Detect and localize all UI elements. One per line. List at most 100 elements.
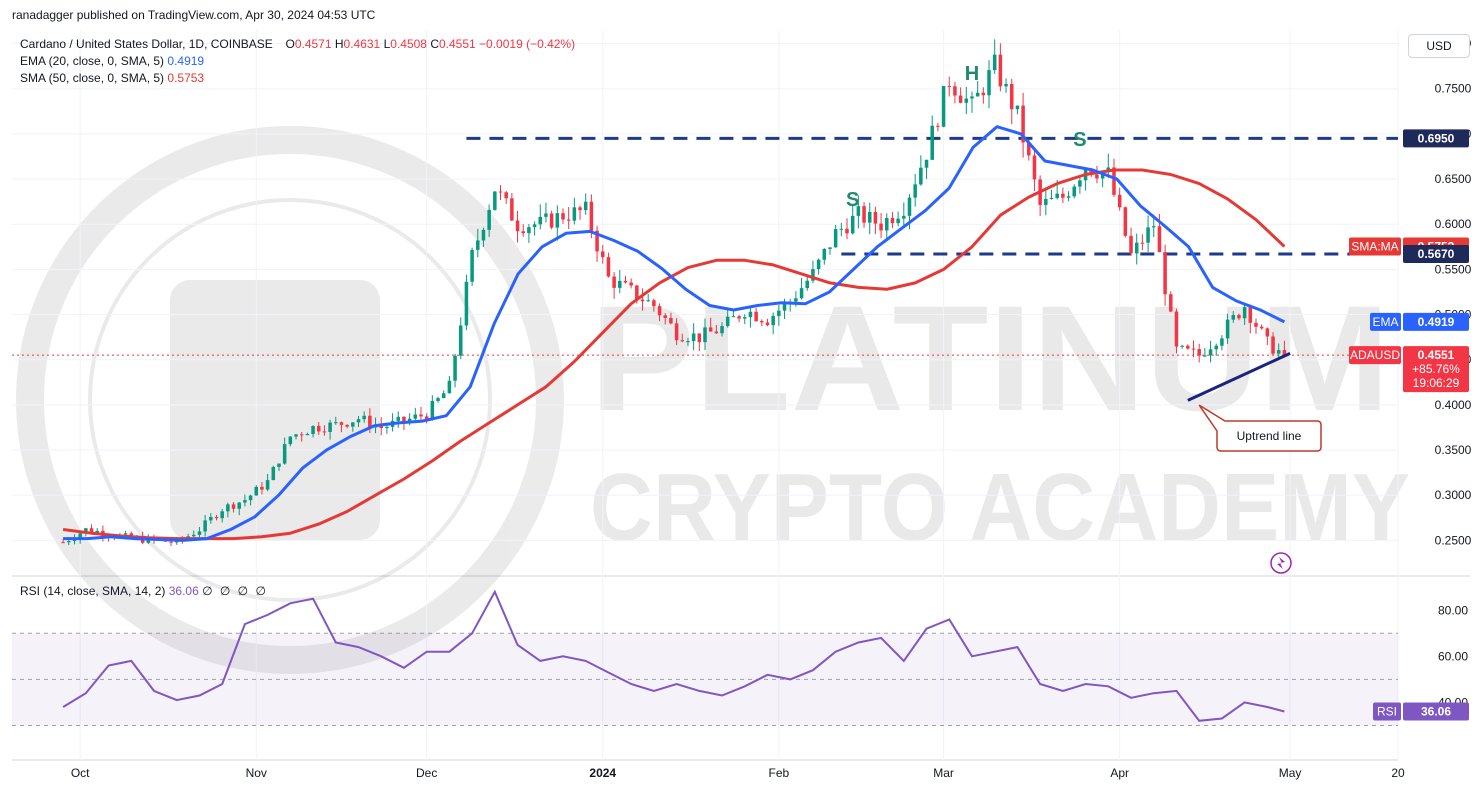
candles	[61, 39, 1287, 546]
moving-averages	[62, 125, 1286, 542]
candle-body	[61, 542, 65, 544]
candle-body	[1231, 314, 1236, 320]
candle-body	[635, 285, 639, 300]
candle-body	[674, 323, 679, 341]
candle-body	[600, 251, 605, 258]
candle-body	[368, 415, 372, 428]
time-tick: Nov	[246, 766, 267, 780]
candle-body	[1129, 235, 1133, 254]
ema-legend-value: 0.4919	[167, 54, 205, 68]
candle-body	[1055, 193, 1059, 198]
candle-body	[885, 217, 889, 231]
candle-body	[419, 414, 423, 417]
candle-body	[288, 436, 293, 445]
candle-body	[845, 228, 849, 234]
close-label: C	[430, 37, 439, 51]
candle-body	[930, 125, 934, 160]
candle-body	[220, 511, 224, 519]
candle-body	[566, 219, 571, 221]
candle-body	[67, 541, 71, 543]
candle-body	[379, 425, 383, 428]
last-price-value: 0.4551	[1418, 348, 1455, 362]
level-mid-tag[interactable]: 0.5670	[1403, 245, 1469, 264]
candle-body	[663, 315, 667, 318]
candle-body	[612, 276, 616, 288]
ema-tag-value: 0.4919	[1418, 315, 1455, 329]
candle-body	[322, 431, 327, 433]
candle-body	[453, 355, 457, 381]
candle-body	[890, 217, 895, 224]
candle-body	[305, 434, 310, 436]
watermark-line1: PLATINUM	[590, 274, 1390, 442]
bar-countdown: 19:06:29	[1413, 376, 1460, 390]
candle-body	[328, 422, 332, 432]
candle-body	[680, 340, 685, 342]
level-high-tag[interactable]: 0.6950	[1403, 129, 1469, 148]
candle-body	[629, 282, 633, 286]
candle-body	[339, 422, 344, 425]
candle-body	[691, 333, 696, 342]
candle-body	[203, 520, 207, 532]
time-tick: Dec	[416, 766, 437, 780]
candle-body	[549, 213, 554, 228]
candle-body	[351, 422, 355, 427]
candle-body	[583, 201, 588, 211]
rsi-tag-label: RSI	[1377, 704, 1397, 718]
rsi-legend-value: 36.06	[168, 584, 199, 598]
candle-body	[697, 333, 702, 343]
candle-body	[84, 528, 88, 534]
candle-body	[311, 425, 315, 435]
candle-body	[1021, 105, 1025, 143]
candle-body	[1265, 328, 1270, 337]
candle-body	[924, 159, 929, 168]
rsi-tick: 80.00	[1438, 603, 1468, 617]
candle-body	[947, 86, 952, 88]
candle-body	[1123, 207, 1128, 236]
candle-body	[1163, 252, 1167, 295]
level-mid-tag-value: 0.5670	[1418, 247, 1455, 261]
candle-body	[964, 98, 969, 103]
candle-body	[975, 92, 980, 97]
candle-body	[992, 54, 997, 71]
candle-body	[816, 259, 821, 270]
rsi-legend-label[interactable]: RSI (14, close, SMA, 14, 2)	[20, 584, 166, 598]
candle-body	[799, 288, 804, 299]
candle-body	[254, 486, 259, 496]
price-tick: 0.3000	[1435, 488, 1472, 502]
time-tick: May	[1279, 766, 1302, 780]
sma-legend-label[interactable]: SMA (50, close, 0, SMA, 5)	[20, 71, 165, 85]
currency-button[interactable]: USD	[1408, 34, 1470, 58]
candle-body	[243, 500, 247, 503]
candle-body	[345, 424, 349, 427]
candle-body	[493, 191, 497, 210]
candle-body	[1157, 226, 1162, 253]
candle-body	[896, 218, 900, 224]
candle-body	[856, 206, 861, 216]
candle-body	[754, 311, 758, 322]
uptrend-line	[1187, 352, 1291, 402]
candle-body	[958, 95, 963, 103]
candle-body	[282, 444, 287, 464]
candle-body	[561, 213, 565, 220]
ema-tag[interactable]: EMA 0.4919	[1370, 312, 1469, 331]
ema-legend-label[interactable]: EMA (20, close, 0, SMA, 5)	[20, 54, 165, 68]
time-tick: 20	[1391, 766, 1405, 780]
candle-body	[862, 206, 866, 223]
candle-body	[811, 269, 815, 281]
candle-body	[527, 227, 531, 234]
time-tick: Apr	[1110, 766, 1129, 780]
candle-body	[1015, 105, 1020, 110]
candle-body	[192, 534, 196, 537]
candle-body	[731, 316, 736, 318]
candle-body	[214, 517, 219, 519]
candle-body	[765, 322, 770, 326]
candle-body	[652, 300, 656, 307]
candle-body	[879, 223, 883, 231]
candle-body	[1066, 196, 1071, 198]
candle-body	[1259, 326, 1264, 329]
candle-body	[725, 316, 730, 327]
candle-body	[1032, 155, 1037, 180]
level-high-tag-value: 0.6950	[1418, 131, 1455, 145]
symbol-title[interactable]: Cardano / United States Dollar, 1D, COIN…	[20, 37, 273, 51]
